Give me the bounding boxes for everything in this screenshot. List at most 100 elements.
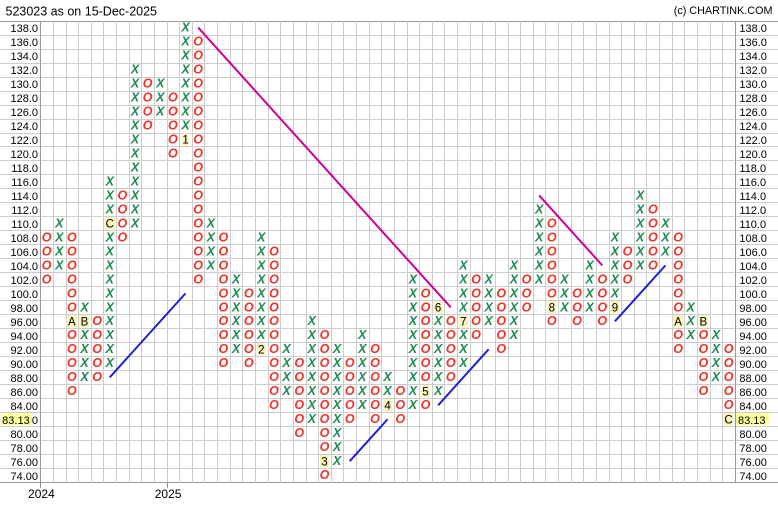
svg-text:X: X: [307, 384, 317, 398]
svg-text:X: X: [307, 328, 317, 342]
svg-text:O: O: [698, 356, 708, 370]
svg-text:O: O: [395, 412, 405, 426]
svg-text:O: O: [67, 342, 77, 356]
svg-text:98.00: 98.00: [10, 303, 38, 315]
svg-text:4: 4: [384, 400, 391, 412]
svg-text:X: X: [483, 300, 493, 314]
svg-text:O: O: [42, 244, 52, 258]
svg-text:O: O: [193, 202, 203, 216]
svg-text:O: O: [244, 300, 254, 314]
svg-text:80.00: 80.00: [739, 429, 767, 441]
svg-text:X: X: [130, 160, 140, 174]
svg-text:O: O: [92, 370, 102, 384]
svg-text:O: O: [269, 244, 279, 258]
svg-text:X: X: [180, 90, 190, 104]
svg-text:86.00: 86.00: [739, 387, 767, 399]
svg-text:O: O: [143, 104, 153, 118]
svg-text:O: O: [471, 272, 481, 286]
svg-text:O: O: [370, 384, 380, 398]
svg-text:O: O: [193, 174, 203, 188]
svg-text:96.00: 96.00: [739, 317, 767, 329]
svg-text:X: X: [534, 230, 544, 244]
svg-text:O: O: [294, 384, 304, 398]
svg-text:O: O: [67, 328, 77, 342]
svg-text:O: O: [446, 356, 456, 370]
svg-text:O: O: [320, 440, 330, 454]
svg-text:O: O: [193, 272, 203, 286]
svg-text:O: O: [698, 370, 708, 384]
svg-text:83.13: 83.13: [2, 415, 30, 427]
svg-text:X: X: [256, 286, 266, 300]
svg-text:2: 2: [258, 345, 264, 357]
svg-text:X: X: [635, 258, 645, 272]
svg-text:136.0: 136.0: [10, 37, 38, 49]
svg-text:X: X: [79, 328, 89, 342]
svg-text:104.0: 104.0: [739, 261, 767, 273]
svg-text:3: 3: [321, 456, 327, 468]
svg-text:O: O: [193, 62, 203, 76]
svg-text:X: X: [610, 272, 620, 286]
svg-text:2024: 2024: [28, 487, 55, 501]
svg-text:X: X: [635, 188, 645, 202]
svg-text:O: O: [269, 342, 279, 356]
svg-text:O: O: [42, 230, 52, 244]
svg-text:X: X: [332, 342, 342, 356]
svg-text:X: X: [54, 244, 64, 258]
svg-text:X: X: [382, 370, 392, 384]
svg-text:X: X: [584, 258, 594, 272]
svg-text:X: X: [105, 314, 115, 328]
svg-text:X: X: [180, 104, 190, 118]
svg-text:O: O: [673, 244, 683, 258]
svg-text:X: X: [155, 104, 165, 118]
svg-text:O: O: [471, 328, 481, 342]
svg-text:O: O: [421, 356, 431, 370]
svg-text:X: X: [433, 356, 443, 370]
svg-text:74.00: 74.00: [739, 471, 767, 483]
svg-text:O: O: [496, 314, 506, 328]
svg-text:O: O: [118, 230, 128, 244]
svg-text:X: X: [559, 272, 569, 286]
svg-text:X: X: [281, 356, 291, 370]
svg-text:O: O: [673, 300, 683, 314]
svg-text:X: X: [105, 188, 115, 202]
svg-text:O: O: [219, 244, 229, 258]
svg-text:X: X: [483, 286, 493, 300]
svg-text:110.0: 110.0: [739, 219, 766, 231]
svg-text:X: X: [256, 300, 266, 314]
svg-text:106.0: 106.0: [10, 247, 38, 259]
svg-text:O: O: [673, 342, 683, 356]
svg-text:X: X: [408, 342, 418, 356]
svg-text:6: 6: [435, 303, 441, 315]
svg-text:96.00: 96.00: [10, 317, 38, 329]
svg-text:O: O: [193, 244, 203, 258]
svg-text:X: X: [483, 314, 493, 328]
svg-text:O: O: [395, 398, 405, 412]
svg-text:X: X: [509, 314, 519, 328]
svg-text:O: O: [294, 398, 304, 412]
svg-text:O: O: [193, 160, 203, 174]
svg-text:C: C: [724, 414, 732, 426]
svg-text:126.0: 126.0: [739, 107, 767, 119]
svg-text:O: O: [724, 398, 734, 412]
svg-text:1: 1: [182, 135, 188, 147]
svg-text:X: X: [408, 398, 418, 412]
svg-text:X: X: [105, 258, 115, 272]
svg-text:X: X: [130, 202, 140, 216]
svg-text:O: O: [320, 342, 330, 356]
svg-text:O: O: [421, 328, 431, 342]
svg-text:O: O: [92, 314, 102, 328]
svg-text:O: O: [496, 286, 506, 300]
svg-text:X: X: [458, 342, 468, 356]
svg-text:X: X: [635, 216, 645, 230]
svg-text:100.0: 100.0: [739, 289, 767, 301]
svg-text:83.13: 83.13: [738, 415, 766, 427]
svg-text:X: X: [509, 258, 519, 272]
svg-text:X: X: [610, 258, 620, 272]
svg-text:O: O: [496, 328, 506, 342]
svg-text:O: O: [673, 258, 683, 272]
svg-text:O: O: [446, 314, 456, 328]
svg-text:X: X: [534, 244, 544, 258]
svg-text:7: 7: [460, 317, 466, 329]
svg-text:X: X: [660, 244, 670, 258]
svg-text:O: O: [320, 412, 330, 426]
